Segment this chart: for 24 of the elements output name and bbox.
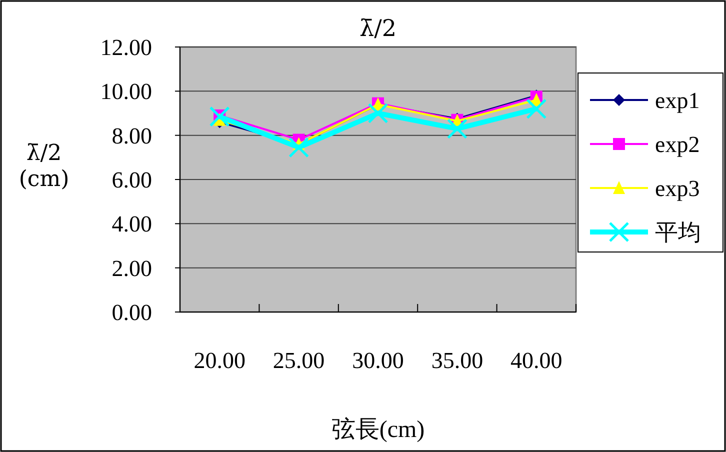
y-tick-label: 4.00 xyxy=(112,212,152,237)
x-axis-title: 弦長(cm) xyxy=(331,416,425,443)
point xyxy=(368,103,388,124)
y-tick-label: 10.00 xyxy=(100,79,152,104)
point xyxy=(446,118,468,139)
x-tick-label: 30.00 xyxy=(352,348,404,373)
legend-label: exp3 xyxy=(655,176,700,201)
x-tick-label: 20.00 xyxy=(194,348,246,373)
y-axis-title: λ̄/2 (cm) xyxy=(18,141,70,192)
x-tick-label: 40.00 xyxy=(510,348,562,373)
point xyxy=(526,98,547,120)
y-tick-label: 0.00 xyxy=(112,300,152,325)
y-tick-label: 8.00 xyxy=(112,123,152,148)
legend-label: 平均 xyxy=(655,220,701,245)
x-tick-label: 35.00 xyxy=(431,348,484,373)
chart-title: λ̄/2 xyxy=(360,16,396,42)
x-tick-label: 25.00 xyxy=(272,348,325,373)
y-tick-label: 2.00 xyxy=(112,256,152,281)
y-tick-label: 6.00 xyxy=(112,168,152,192)
y-tick-label: 12.00 xyxy=(100,35,152,60)
legend-label: exp2 xyxy=(655,132,700,157)
point xyxy=(288,137,310,158)
point xyxy=(209,106,230,127)
legend-label: exp1 xyxy=(655,88,700,113)
